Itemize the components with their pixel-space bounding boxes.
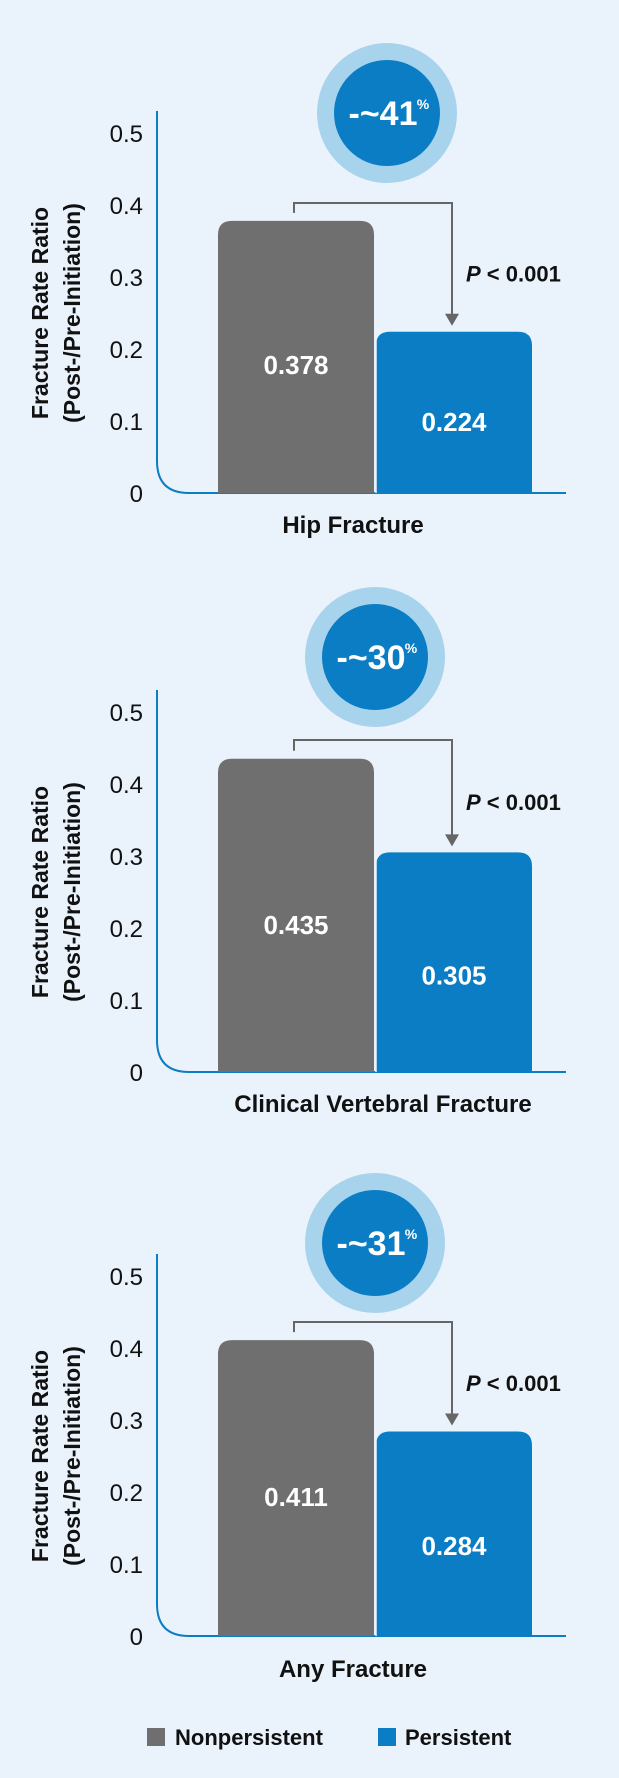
y-tick-label: 0.3 xyxy=(110,265,143,292)
y-axis-label-sub: (Post-/Pre-Initiation) xyxy=(59,203,85,423)
percent-symbol: % xyxy=(405,1226,418,1242)
x-axis-label: Hip Fracture xyxy=(282,512,423,539)
y-tick-label: 0.2 xyxy=(110,337,143,364)
y-tick-label: 0.1 xyxy=(110,409,143,436)
bar-value-label: 0.435 xyxy=(263,910,328,940)
reduction-badge: -~31% xyxy=(305,1173,445,1313)
y-tick-label: 0.1 xyxy=(110,1552,143,1579)
arrow-down-icon xyxy=(445,313,459,326)
p-value-label: P < 0.001 xyxy=(466,790,561,815)
y-tick-label: 0.3 xyxy=(110,844,143,871)
axis-line xyxy=(156,690,566,1073)
bar-persistent xyxy=(376,1431,532,1636)
y-tick-label: 0.5 xyxy=(110,700,143,727)
bar-nonpersistent xyxy=(218,220,374,493)
reduction-percent: -~41 xyxy=(349,95,418,133)
legend-label-nonpersistent: Nonpersistent xyxy=(175,1725,324,1750)
y-axis-label-sub: (Post-/Pre-Initiation) xyxy=(59,782,85,1002)
y-tick-label: 0.1 xyxy=(110,988,143,1015)
bar-value-label: 0.305 xyxy=(421,960,486,990)
comparison-bracket xyxy=(293,202,453,316)
y-tick-label: 0.2 xyxy=(110,916,143,943)
percent-symbol: % xyxy=(417,96,430,112)
axis-line xyxy=(156,1254,566,1637)
arrow-down-icon xyxy=(445,1413,459,1426)
y-tick-label: 0.4 xyxy=(110,1336,143,1363)
x-axis-label: Any Fracture xyxy=(279,1656,427,1683)
reduction-badge: -~30% xyxy=(305,587,445,727)
y-tick-label: 0.5 xyxy=(110,1264,143,1291)
reduction-badge: -~41% xyxy=(317,43,457,183)
bar-value-label: 0.411 xyxy=(264,1482,328,1512)
legend-swatch-persistent xyxy=(378,1728,396,1746)
badge-inner-circle xyxy=(322,1190,428,1296)
y-tick-label: 0 xyxy=(130,1624,143,1651)
y-tick-label: 0.3 xyxy=(110,1408,143,1435)
comparison-bracket xyxy=(293,1321,453,1416)
y-tick-label: 0 xyxy=(130,1060,143,1087)
p-value-label: P < 0.001 xyxy=(466,261,561,286)
y-axis-label: Fracture Rate Ratio xyxy=(27,786,53,998)
legend-swatch-nonpersistent xyxy=(147,1728,165,1746)
badge-inner-circle xyxy=(334,60,440,166)
reduction-percent: -~31 xyxy=(337,1225,406,1263)
legend: Nonpersistent Persistent xyxy=(147,1725,512,1750)
axis-line xyxy=(156,111,566,494)
percent-symbol: % xyxy=(405,640,418,656)
x-axis-label: Clinical Vertebral Fracture xyxy=(234,1091,531,1118)
chart-panel-3: 0 0.1 0.2 0.3 0.4 0.5 Fracture Rate Ratio (Post… xyxy=(27,1173,566,1683)
badge-inner-circle xyxy=(322,604,428,710)
y-axis-label: Fracture Rate Ratio xyxy=(27,207,53,419)
y-tick-label: 0 xyxy=(130,481,143,508)
arrow-down-icon xyxy=(445,834,459,847)
y-axis-label-sub: (Post-/Pre-Initiation) xyxy=(59,1346,85,1566)
y-tick-label: 0.2 xyxy=(110,1480,143,1507)
bar-value-label: 0.224 xyxy=(421,407,487,437)
legend-label-persistent: Persistent xyxy=(405,1725,512,1750)
chart-panel-2: 0 0.1 0.2 0.3 0.4 0.5 Fracture Rate Ratio (Post… xyxy=(27,587,566,1118)
reduction-percent: -~30 xyxy=(337,639,406,677)
comparison-bracket xyxy=(293,739,453,837)
bar-persistent xyxy=(376,852,532,1072)
y-tick-label: 0.4 xyxy=(110,193,143,220)
p-value-label: P < 0.001 xyxy=(466,1371,561,1396)
bar-value-label: 0.284 xyxy=(421,1531,487,1561)
bar-nonpersistent xyxy=(218,1340,374,1636)
chart-panel-1: 0 0.1 0.2 0.3 0.4 0.5 Fracture Rate Ratio (Post… xyxy=(27,43,566,539)
y-tick-label: 0.5 xyxy=(110,121,143,148)
y-axis-label: Fracture Rate Ratio xyxy=(27,1350,53,1562)
bar-value-label: 0.378 xyxy=(263,350,328,380)
bar-nonpersistent xyxy=(218,758,374,1072)
y-tick-label: 0.4 xyxy=(110,772,143,799)
bar-persistent xyxy=(376,331,532,493)
